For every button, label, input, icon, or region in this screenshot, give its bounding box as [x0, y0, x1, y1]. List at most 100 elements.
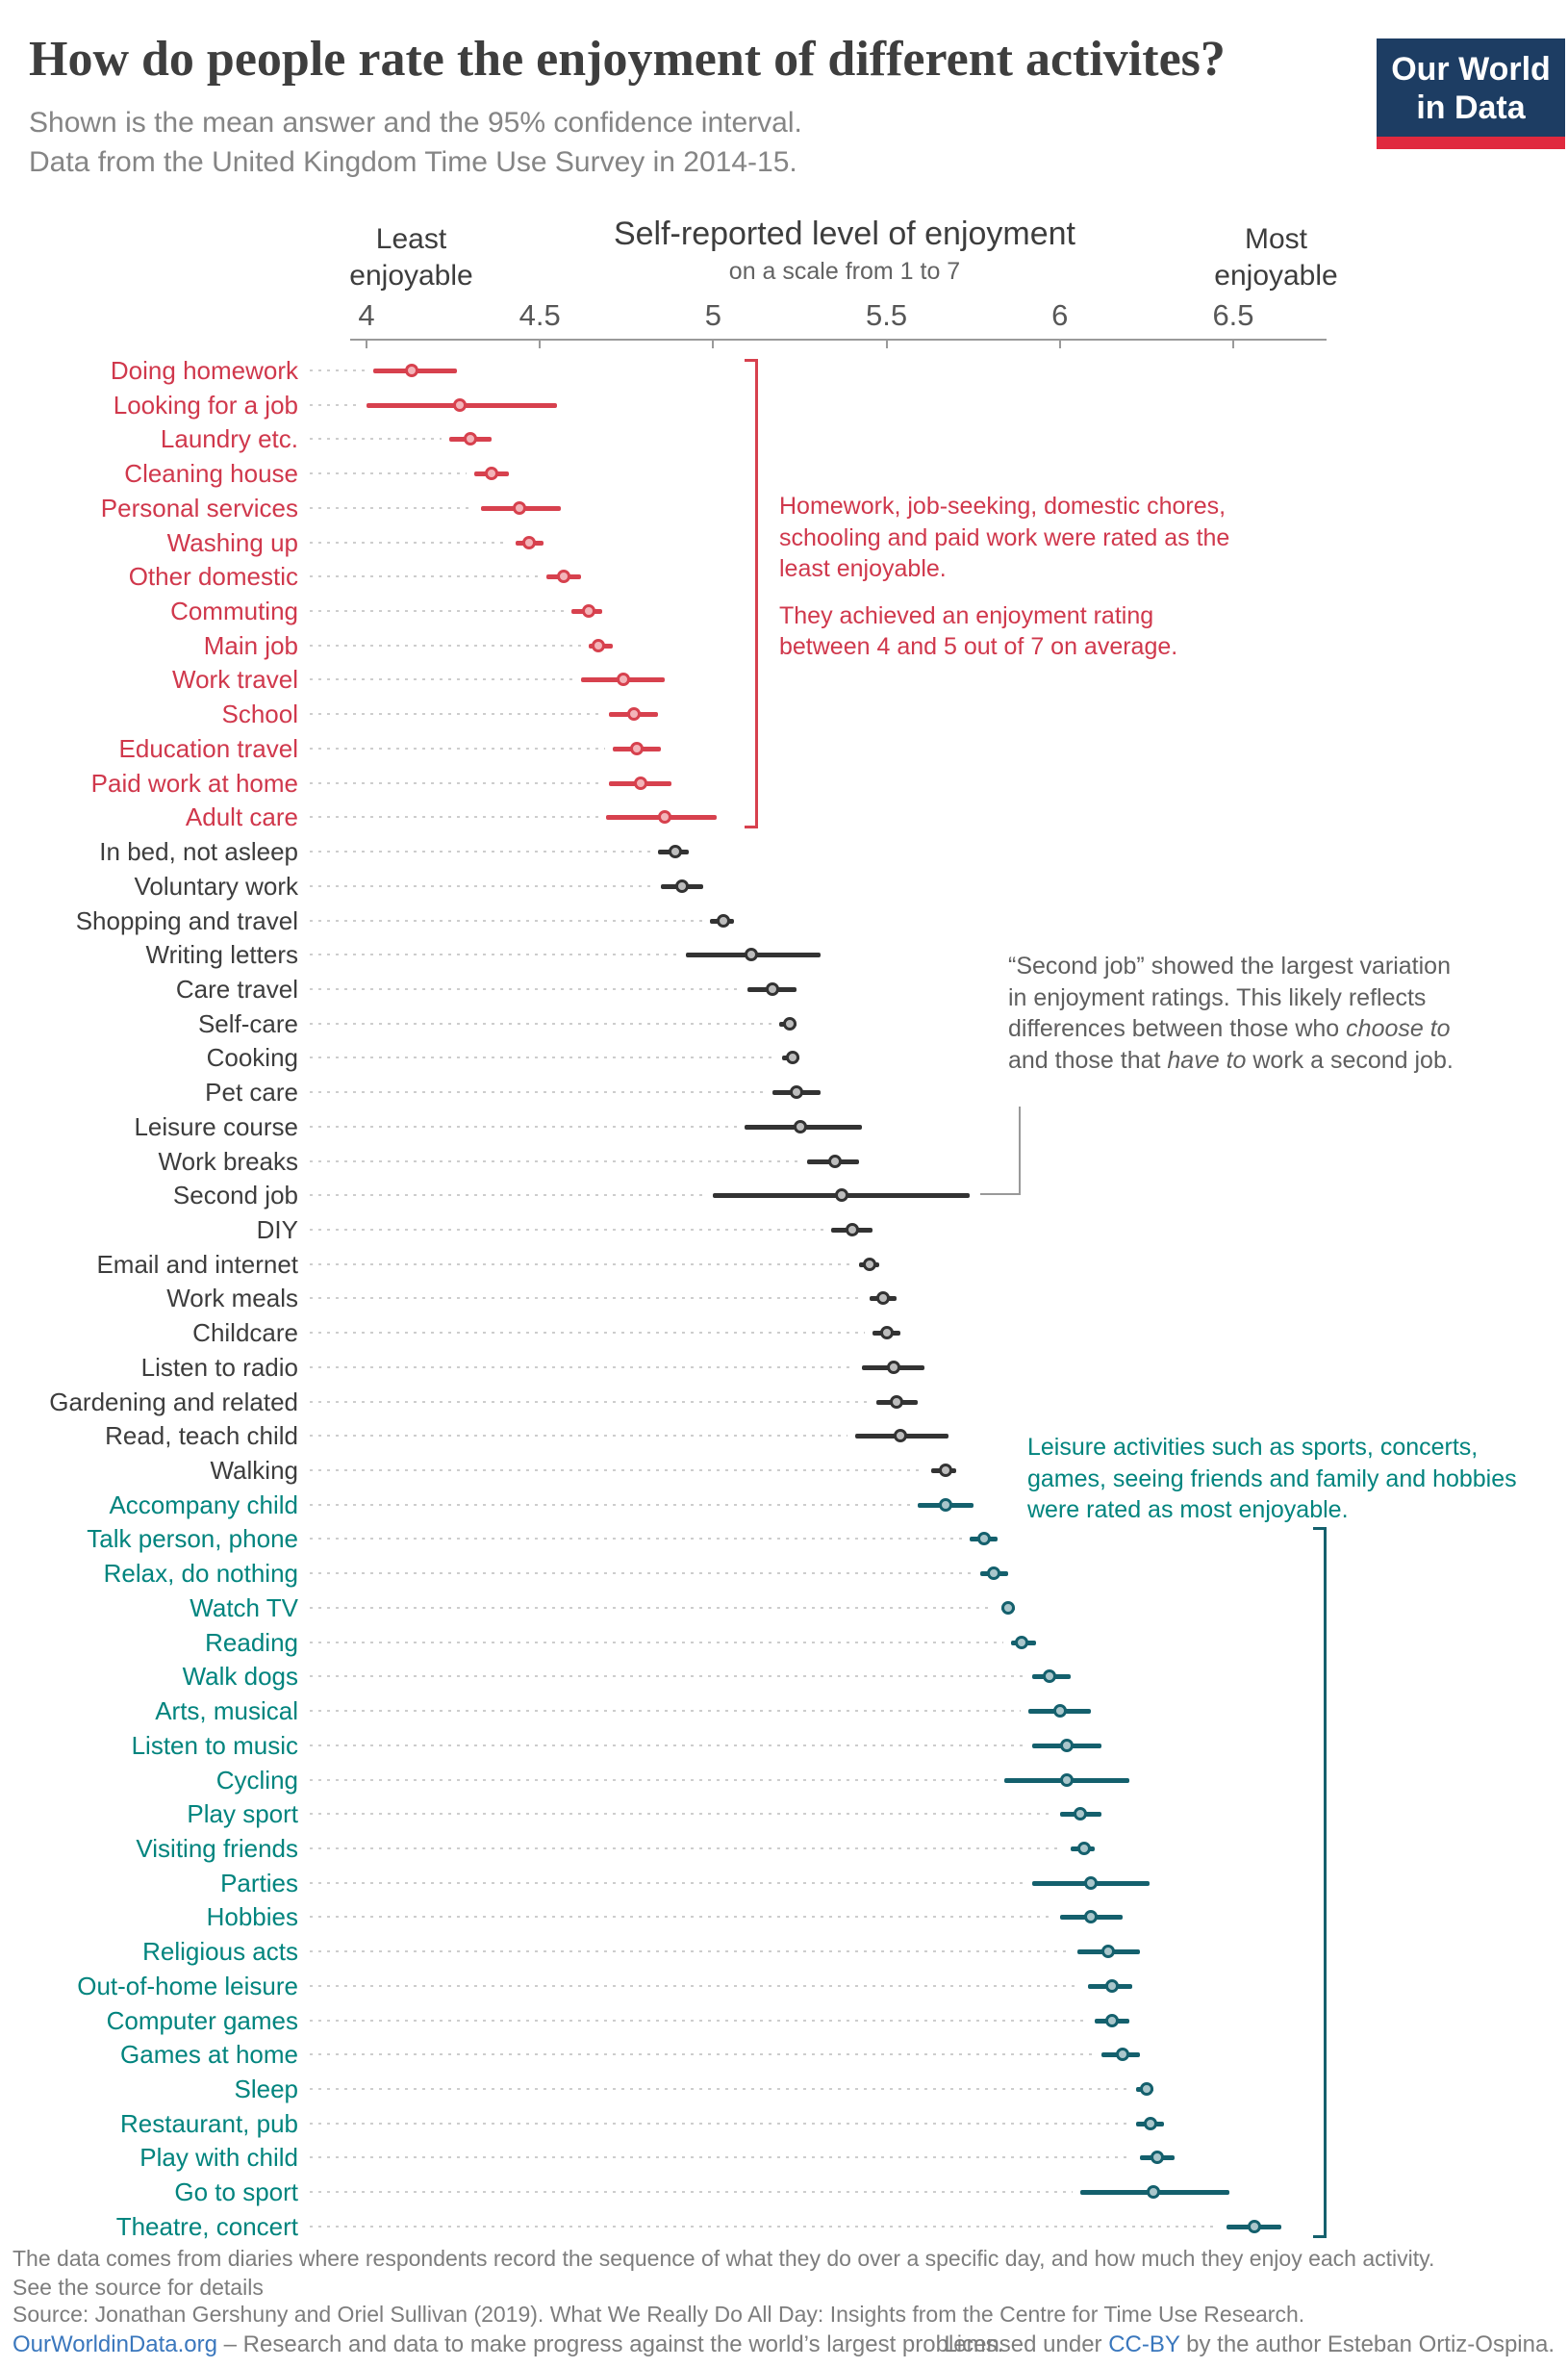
mean-marker: [592, 638, 606, 652]
row-gridline: [310, 1710, 1022, 1713]
x-tick-mark: [885, 339, 888, 348]
activity-label: Hobbies: [206, 1902, 298, 1932]
mean-marker: [745, 948, 759, 962]
x-tick-mark: [539, 339, 542, 348]
activity-label: Read, teach child: [105, 1421, 298, 1451]
page-title: How do people rate the enjoyment of diff…: [29, 32, 1226, 87]
row-gridline: [310, 1297, 862, 1300]
axis-subtitle: on a scale from 1 to 7: [728, 258, 961, 285]
activity-label: Accompany child: [109, 1490, 298, 1519]
row-gridline: [310, 1194, 706, 1197]
row-gridline: [310, 2191, 1074, 2194]
least-annotation: Homework, job-seeking, domestic chores, …: [779, 491, 1241, 663]
row-gridline: [310, 403, 359, 406]
activity-label: Play sport: [187, 1799, 298, 1829]
activity-label: Care travel: [175, 974, 298, 1004]
mean-marker: [987, 1566, 1001, 1581]
mean-marker: [1104, 2013, 1119, 2027]
mean-marker: [633, 776, 647, 790]
activity-label: Talk person, phone: [87, 1524, 298, 1554]
row-gridline: [310, 919, 702, 922]
x-tick-label: 4.5: [518, 298, 561, 332]
activity-label: School: [221, 700, 299, 729]
mean-marker: [1060, 1738, 1074, 1752]
row-gridline: [310, 610, 564, 613]
mean-marker: [557, 570, 571, 584]
x-tick-mark: [1058, 339, 1061, 348]
most-annotation: Leisure activities such as sports, conce…: [1027, 1434, 1517, 1523]
activity-label: Laundry etc.: [160, 424, 298, 454]
activity-label: Second job: [172, 1181, 298, 1210]
owid-logo[interactable]: Our World in Data: [1377, 38, 1565, 150]
footer-source-line: Source: Jonathan Gershuny and Oriel Sull…: [13, 2302, 1305, 2327]
activity-label: In bed, not asleep: [99, 837, 298, 867]
mean-marker: [976, 1532, 991, 1546]
mean-marker: [862, 1257, 876, 1271]
row-gridline: [310, 2019, 1087, 2022]
least-annotation-para-2: They achieved an enjoyment rating betwee…: [779, 601, 1178, 661]
mean-marker: [1143, 2116, 1157, 2130]
mean-marker: [1077, 1841, 1092, 1855]
activity-label: Work breaks: [158, 1146, 298, 1176]
x-axis-line: [350, 339, 1327, 341]
mean-marker: [875, 1291, 890, 1306]
row-gridline: [310, 1229, 823, 1231]
ccby-link[interactable]: CC-BY: [1108, 2331, 1180, 2357]
mean-marker: [674, 878, 689, 893]
row-gridline: [310, 472, 467, 475]
row-gridline: [310, 987, 741, 990]
mean-marker: [894, 1429, 908, 1443]
activity-label: Cooking: [206, 1043, 298, 1073]
row-gridline: [310, 1332, 866, 1335]
activity-label: Walking: [210, 1456, 298, 1486]
activity-label: Parties: [220, 1868, 298, 1897]
subtitle-line-1: Shown is the mean answer and the 95% con…: [29, 107, 802, 139]
row-gridline: [310, 1641, 1004, 1643]
x-tick-label: 4: [358, 298, 375, 332]
row-gridline: [310, 1365, 855, 1368]
owid-site-link[interactable]: OurWorldinData.org: [13, 2331, 217, 2357]
x-tick-mark: [1232, 339, 1234, 348]
mean-marker: [845, 1223, 859, 1236]
row-gridline: [310, 2053, 1095, 2056]
row-gridline: [310, 506, 473, 509]
mean-marker: [1147, 2185, 1161, 2200]
activity-label: Email and internet: [96, 1249, 298, 1279]
second-job-italic-2: have to: [1167, 1046, 1247, 1074]
row-gridline: [310, 1846, 1063, 1849]
x-tick-mark: [712, 339, 715, 348]
footer-note-diaries: The data comes from diaries where respon…: [13, 2246, 1435, 2271]
activity-label: Cleaning house: [124, 459, 298, 489]
mean-marker: [1084, 1910, 1099, 1924]
footer-note-source-details: See the source for details: [13, 2275, 264, 2300]
chart-subtitle: Shown is the mean answer and the 95% con…: [29, 104, 802, 182]
activity-label: Play with child: [139, 2143, 298, 2173]
mean-marker: [1084, 1875, 1099, 1890]
owid-logo-line-2: in Data: [1416, 89, 1526, 127]
activity-label: Out-of-home leisure: [77, 1971, 298, 2000]
activity-label: Leisure course: [134, 1111, 298, 1141]
row-gridline: [310, 1091, 765, 1094]
row-gridline: [310, 1950, 1070, 1953]
activity-label: Pet care: [205, 1078, 298, 1108]
row-gridline: [310, 541, 508, 544]
second-job-annotation: “Second job” showed the largest variatio…: [1008, 951, 1456, 1076]
mean-marker: [782, 1016, 797, 1031]
mean-marker: [522, 535, 537, 549]
mean-marker: [453, 397, 468, 412]
least-annotation-para-1: Homework, job-seeking, domestic chores, …: [779, 493, 1230, 582]
mean-marker: [1042, 1669, 1056, 1684]
activity-label: Looking for a job: [113, 390, 298, 420]
row-gridline: [310, 2225, 1219, 2228]
row-gridline: [310, 1606, 994, 1609]
activity-label: Go to sport: [174, 2177, 298, 2207]
mean-marker: [630, 741, 645, 755]
axis-title: Self-reported level of enjoyment: [613, 216, 1076, 252]
mean-marker: [581, 604, 595, 619]
activity-label: Theatre, concert: [115, 2211, 298, 2241]
row-gridline: [310, 781, 602, 784]
activity-label: Commuting: [170, 597, 298, 626]
row-gridline: [310, 369, 367, 371]
row-gridline: [310, 1262, 851, 1265]
activity-label: Visiting friends: [136, 1833, 298, 1863]
